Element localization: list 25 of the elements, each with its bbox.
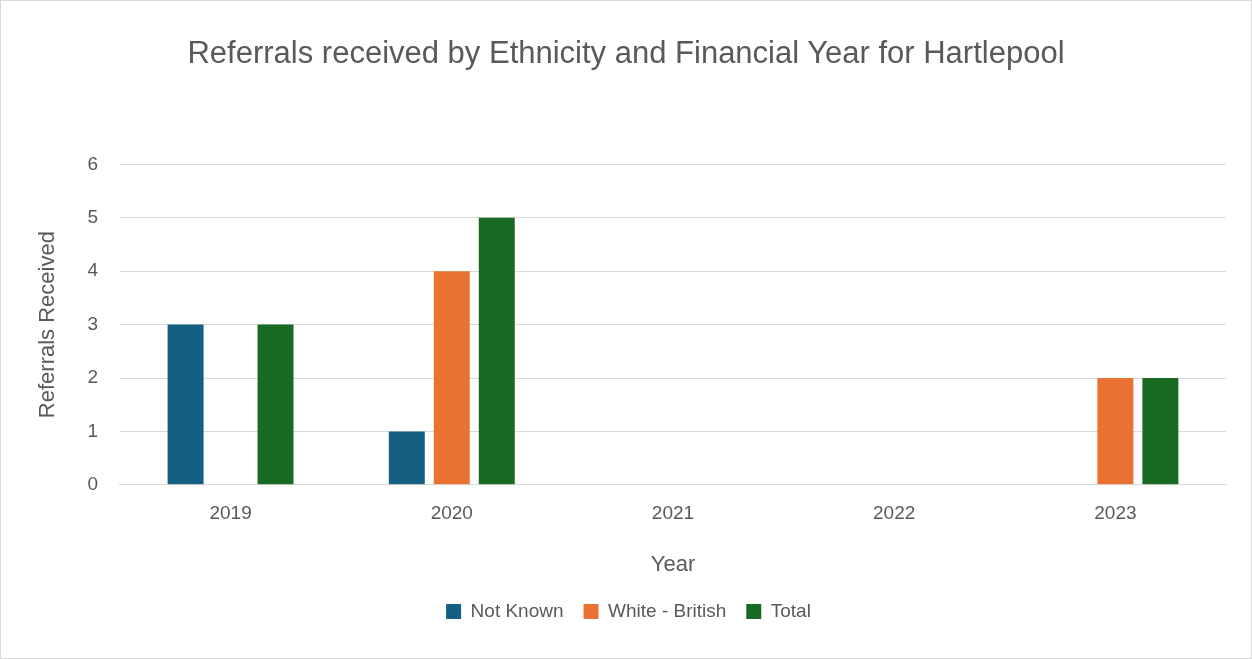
- y-tick-label: 4: [87, 259, 99, 281]
- x-tick-label: 2020: [430, 502, 473, 524]
- y-tick-label: 6: [87, 152, 98, 174]
- bar: [478, 217, 515, 485]
- y-tick-label: 5: [87, 206, 98, 228]
- bar: [1142, 378, 1179, 485]
- x-axis-title: Year: [650, 550, 696, 576]
- x-tick-label: 2022: [873, 502, 916, 524]
- y-axis-title: Referrals Received: [34, 231, 60, 419]
- y-tick-label: 1: [87, 419, 98, 441]
- legend-label: Not Known: [470, 599, 564, 621]
- bar: [1097, 378, 1134, 485]
- legend-label: Total: [770, 599, 811, 621]
- bar: [433, 271, 470, 485]
- bar: [388, 431, 425, 485]
- y-tick-label: 0: [87, 473, 98, 495]
- y-tick-label: 2: [87, 366, 98, 388]
- chart-title: Referrals received by Ethnicity and Financial Year for Hartlepool: [186, 34, 1066, 72]
- bar: [167, 324, 204, 485]
- bar: [257, 324, 294, 485]
- x-tick-label: 2019: [209, 502, 252, 524]
- x-tick-label: 2023: [1094, 502, 1137, 524]
- y-tick-label: 3: [87, 312, 98, 334]
- x-tick-label: 2021: [651, 502, 695, 524]
- legend-label: White - British: [608, 599, 727, 621]
